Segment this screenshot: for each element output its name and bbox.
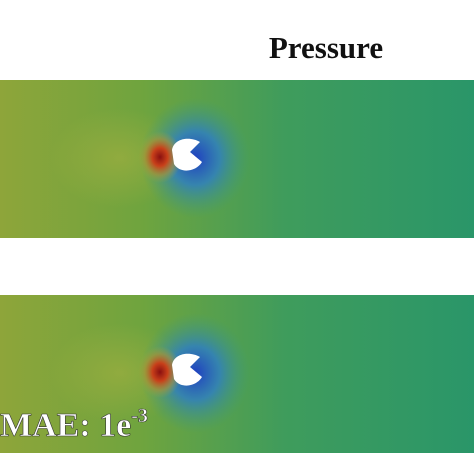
mae-annotation: MAE: 1e-3 xyxy=(0,405,148,444)
mae-text: MAE: 1e xyxy=(0,407,131,444)
title: Pressure xyxy=(269,30,383,65)
top-panel xyxy=(0,80,474,238)
mae-exponent: -3 xyxy=(131,405,148,427)
